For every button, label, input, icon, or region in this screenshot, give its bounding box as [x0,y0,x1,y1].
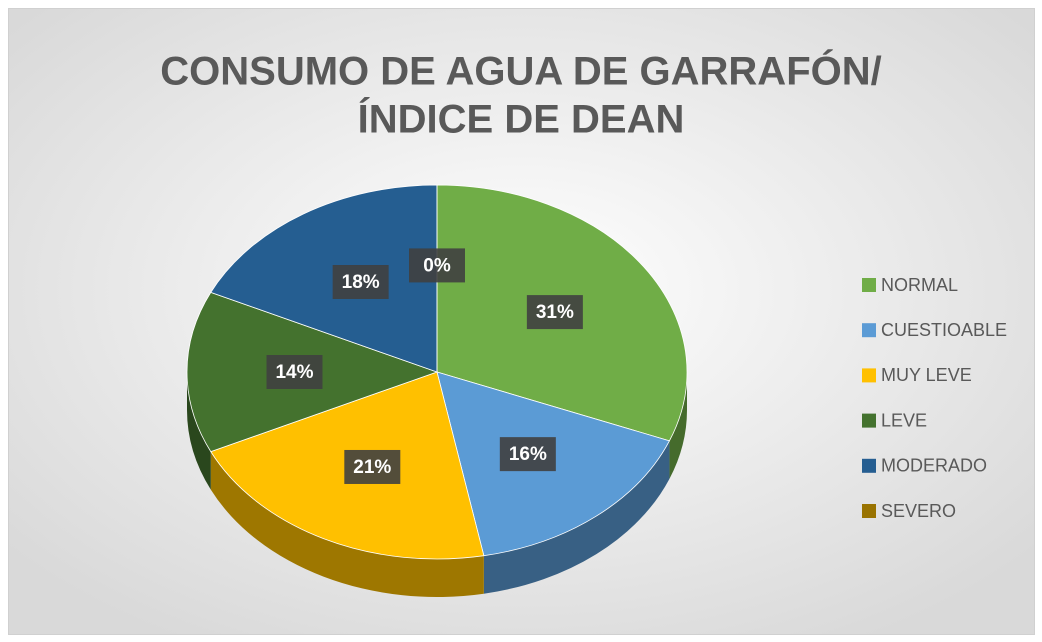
legend-label: MUY LEVE [881,365,972,385]
label-box [409,248,465,283]
chart-title: ÍNDICE DE DEAN [358,97,685,142]
slice-side [210,451,484,597]
data-label: 16% [509,444,547,465]
slice-side [187,372,211,490]
chart-title: CONSUMO DE AGUA DE GARRAFÓN/ [160,48,881,94]
legend-label: NORMAL [881,275,958,295]
legend-swatch [862,458,876,473]
legend-swatch [862,504,876,518]
label-box [332,265,389,300]
legend-label: MODERADO [881,456,987,476]
data-label: 31% [536,302,574,323]
label-box [344,449,401,484]
legend-swatch [862,323,876,338]
label-box [499,437,556,472]
slice-side [483,440,670,594]
legend-label: CUESTIOABLE [881,320,1007,340]
legend-label: SEVERO [881,501,956,521]
data-label: 21% [353,457,391,478]
data-label: 14% [275,362,313,383]
data-label: 18% [342,272,380,293]
data-label: 0% [423,255,451,276]
label-box [266,355,323,389]
legend-label: LEVE [881,410,927,430]
slice [210,184,438,373]
label-box [526,295,583,330]
legend-swatch [862,278,876,292]
legend-swatch [862,413,876,428]
slice-side [669,372,687,479]
legend-swatch [862,368,876,383]
